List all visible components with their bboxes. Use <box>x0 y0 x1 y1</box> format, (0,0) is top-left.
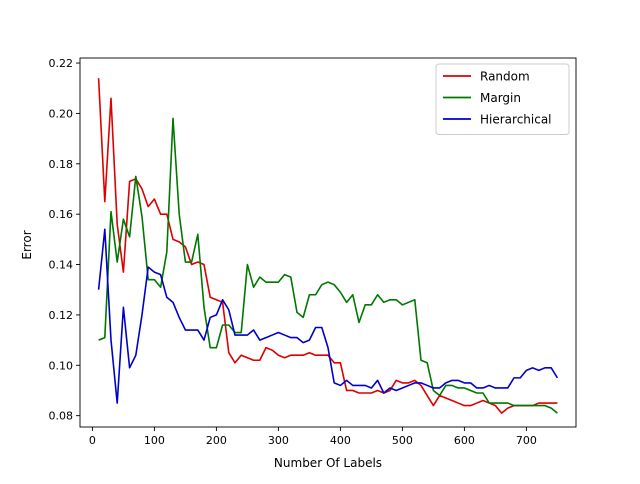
x-tick-label: 500 <box>392 434 413 447</box>
axes-layer: 0 100 200 300 400 500 600 700 0.08 0.10 0.12 0.14 0.… <box>49 57 577 447</box>
plot-frame <box>79 57 577 428</box>
y-tick-label: 0.22 <box>49 57 74 70</box>
legend-box <box>435 63 570 135</box>
x-tick-label: 400 <box>330 434 351 447</box>
x-tick-label: 300 <box>268 434 289 447</box>
x-axis-label: Number Of Labels <box>274 456 382 470</box>
x-tick-label: 600 <box>454 434 475 447</box>
y-tick-label: 0.10 <box>49 359 74 372</box>
x-tick-label: 200 <box>206 434 227 447</box>
series-line-random <box>97 78 558 414</box>
legend: Random Margin Hierarchical <box>435 63 570 135</box>
y-tick-label: 0.18 <box>49 158 74 171</box>
x-tick-label: 0 <box>89 434 96 447</box>
y-tick-label: 0.20 <box>49 107 74 120</box>
y-tick-label: 0.16 <box>49 208 74 221</box>
series-line-hierarchical <box>97 228 559 404</box>
legend-label: Random <box>480 70 530 84</box>
x-tick-label: 700 <box>516 434 537 447</box>
x-tick-label: 100 <box>144 434 165 447</box>
y-tick-label: 0.08 <box>49 410 74 423</box>
y-tick-label: 0.12 <box>49 309 74 322</box>
y-tick-label: 0.14 <box>49 259 74 272</box>
legend-label: Hierarchical <box>480 113 552 127</box>
series-layer <box>97 78 559 414</box>
legend-label: Margin <box>480 91 521 105</box>
series-line-margin <box>98 117 558 414</box>
y-axis-label: Error <box>20 230 34 259</box>
